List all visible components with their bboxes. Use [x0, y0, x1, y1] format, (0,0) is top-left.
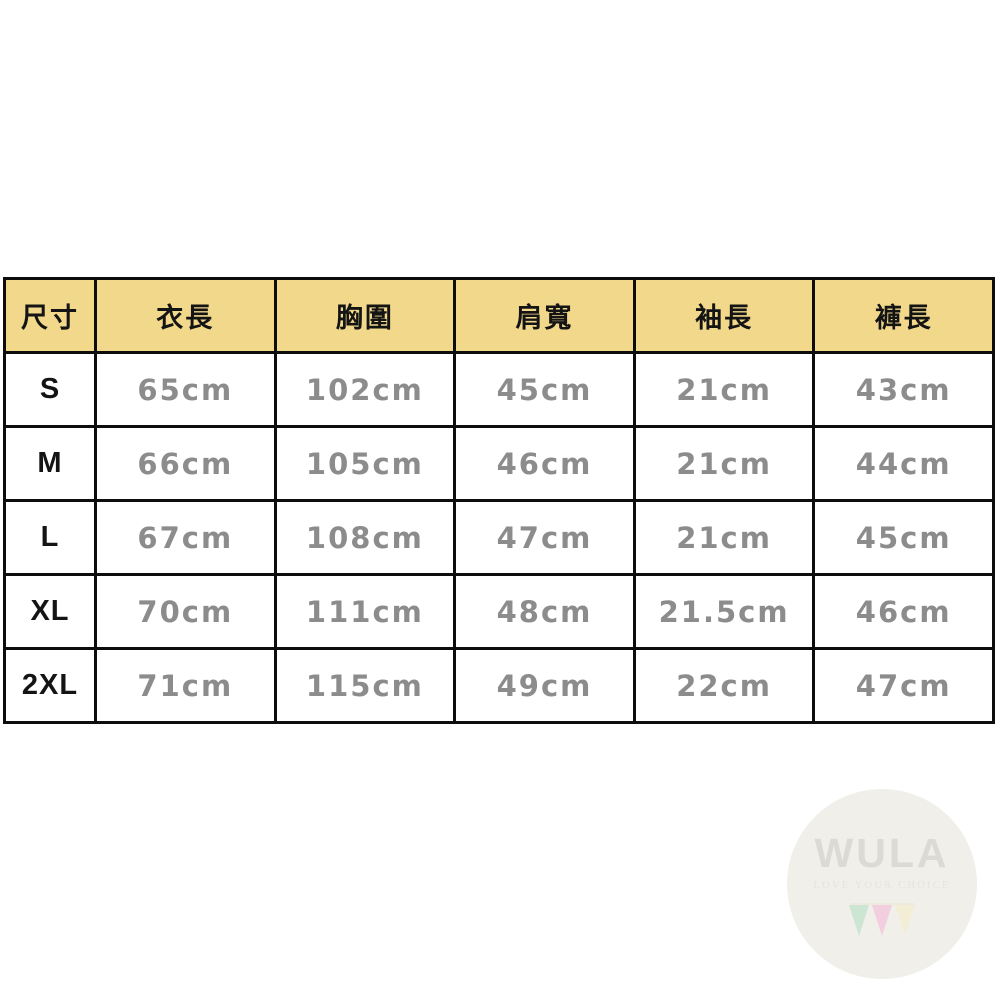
measurement-value: 45cm: [812, 499, 995, 576]
pennant-pink-icon: [872, 904, 892, 936]
table-row-L: L 67cm 108cm 47cm 21cm 45cm: [3, 499, 995, 576]
measurement-value: 65cm: [94, 351, 277, 428]
table-row-M: M 66cm 105cm 46cm 21cm 44cm: [3, 425, 995, 502]
table-row-2XL: 2XL 71cm 115cm 49cm 22cm 47cm: [3, 647, 995, 724]
measurement-value: 67cm: [94, 499, 277, 576]
column-header-2: 胸圍: [273, 277, 457, 354]
measurement-value: 71cm: [94, 647, 277, 724]
column-header-4: 袖長: [632, 277, 816, 354]
measurement-value: 21cm: [632, 499, 816, 576]
measurement-value: 105cm: [273, 425, 457, 502]
column-header-0: 尺寸: [3, 277, 97, 354]
size-label: S: [3, 351, 97, 428]
pennant-cream-icon: [895, 904, 915, 936]
size-label: M: [3, 425, 97, 502]
pennant-green-icon: [849, 904, 869, 936]
measurement-value: 108cm: [273, 499, 457, 576]
measurement-value: 46cm: [812, 573, 995, 650]
measurement-value: 115cm: [273, 647, 457, 724]
measurement-value: 21cm: [632, 425, 816, 502]
measurement-value: 49cm: [453, 647, 636, 724]
brand-logo-text: WULA: [814, 829, 950, 876]
table-row-S: S 65cm 102cm 45cm 21cm 43cm: [3, 351, 995, 428]
table-row-XL: XL 70cm 111cm 48cm 21.5cm 46cm: [3, 573, 995, 650]
brand-slogan: LOVE YOUR CHOICE: [813, 879, 951, 891]
measurement-value: 70cm: [94, 573, 277, 650]
measurement-value: 44cm: [812, 425, 995, 502]
measurement-value: 43cm: [812, 351, 995, 428]
size-label: XL: [3, 573, 97, 650]
wula-watermark: WULA LOVE YOUR CHOICE: [787, 789, 977, 979]
column-header-5: 褲長: [812, 277, 995, 354]
size-table: 尺寸 衣長 胸圍 肩寬 袖長 褲長 S 65cm 102cm 45cm 21cm 43cm M 66cm…: [3, 277, 995, 724]
measurement-value: 45cm: [453, 351, 636, 428]
measurement-value: 66cm: [94, 425, 277, 502]
measurement-value: 111cm: [273, 573, 457, 650]
measurement-value: 21cm: [632, 351, 816, 428]
measurement-value: 46cm: [453, 425, 636, 502]
size-label: L: [3, 499, 97, 576]
measurement-value: 22cm: [632, 647, 816, 724]
column-header-3: 肩寬: [453, 277, 636, 354]
measurement-value: 21.5cm: [632, 573, 816, 650]
size-label: 2XL: [3, 647, 97, 724]
column-header-1: 衣長: [94, 277, 277, 354]
measurement-value: 47cm: [812, 647, 995, 724]
measurement-value: 102cm: [273, 351, 457, 428]
measurement-value: 48cm: [453, 573, 636, 650]
size-table-header-row: 尺寸 衣長 胸圍 肩寬 袖長 褲長: [3, 277, 995, 354]
pennant-flags-icon: [849, 902, 915, 936]
measurement-value: 47cm: [453, 499, 636, 576]
